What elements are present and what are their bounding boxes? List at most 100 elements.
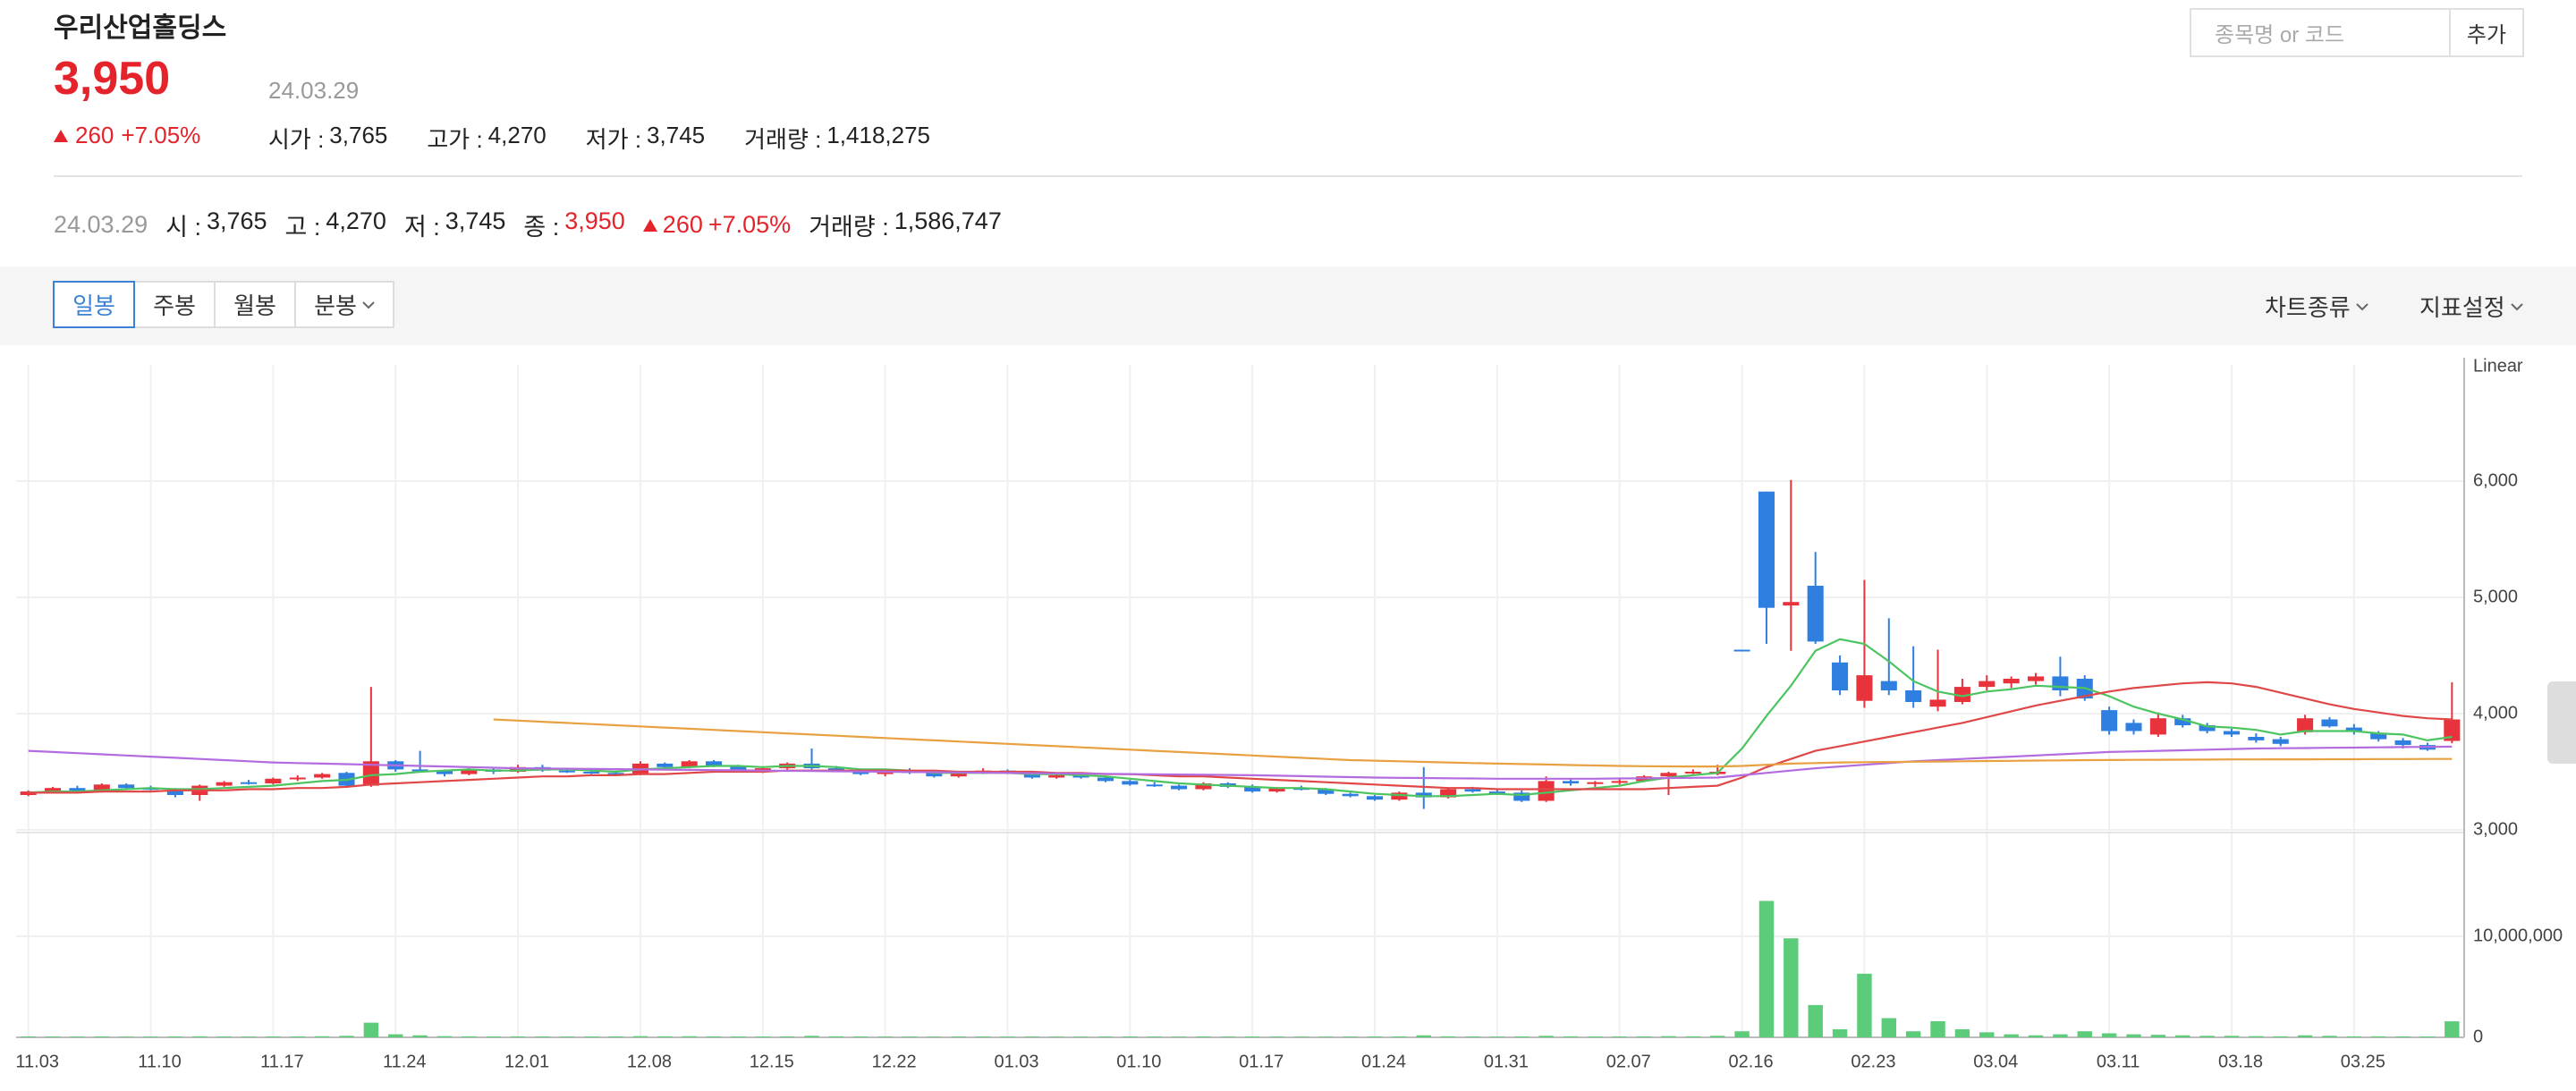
candle-body bbox=[436, 770, 453, 774]
candle-body bbox=[1979, 681, 1996, 688]
candle-body bbox=[1783, 602, 1800, 606]
candle-body bbox=[1953, 687, 1970, 702]
volume-bar bbox=[2028, 1035, 2044, 1037]
search-box: 종목명 or 코드 추가 bbox=[2190, 8, 2524, 57]
volume-bar bbox=[877, 1036, 893, 1037]
candle-body bbox=[681, 761, 698, 767]
y-tick-label: 3,000 bbox=[2473, 819, 2518, 839]
volume-bar bbox=[1049, 1036, 1064, 1037]
tab[interactable]: 일봉 bbox=[53, 281, 135, 328]
stat-value: 4,270 bbox=[487, 122, 547, 148]
menu[interactable]: 지표설정 bbox=[2419, 290, 2523, 323]
candle-body bbox=[1318, 789, 1335, 794]
x-tick-label: 12.08 bbox=[627, 1052, 672, 1071]
volume-bar bbox=[2370, 1036, 2386, 1037]
summary-item: 거래량 :1,586,747 bbox=[809, 207, 1002, 242]
candle-body bbox=[827, 768, 844, 771]
x-tick-label: 01.10 bbox=[1116, 1052, 1161, 1071]
candle-body bbox=[1513, 792, 1530, 801]
volume-bar bbox=[2273, 1036, 2288, 1037]
volume-bar bbox=[1881, 1018, 1897, 1037]
volume-bar bbox=[1097, 1036, 1114, 1037]
volume-bar bbox=[510, 1036, 526, 1037]
candle-body bbox=[2174, 718, 2191, 725]
x-tick-label: 03.25 bbox=[2341, 1052, 2385, 1071]
tab[interactable]: 분봉 bbox=[294, 281, 394, 328]
summary-value: 1,586,747 bbox=[894, 207, 1002, 234]
candle-body bbox=[2101, 710, 2118, 732]
volume-bar bbox=[1636, 1036, 1652, 1037]
tab[interactable]: 주봉 bbox=[133, 281, 216, 328]
volume-bar bbox=[1196, 1036, 1211, 1037]
volume-bar bbox=[2004, 1034, 2019, 1037]
summary-label: 고 : bbox=[284, 214, 321, 241]
candle-body bbox=[118, 784, 135, 789]
volume-bar bbox=[1465, 1036, 1480, 1037]
summary-label: 저 : bbox=[403, 214, 440, 241]
menu[interactable]: 차트종류 bbox=[2265, 290, 2368, 323]
volume-bar bbox=[1538, 1036, 1554, 1037]
search-input[interactable]: 종목명 or 코드 bbox=[2215, 23, 2345, 47]
volume-bar bbox=[1979, 1032, 1995, 1037]
stat-label: 거래량 : bbox=[744, 126, 822, 153]
candle-body bbox=[730, 765, 747, 771]
volume-bar bbox=[632, 1036, 648, 1037]
candle-body bbox=[950, 773, 967, 777]
volume-bar bbox=[1440, 1036, 1456, 1037]
chevron bbox=[362, 300, 375, 309]
volume-bar bbox=[1857, 973, 1872, 1037]
volume-bar bbox=[1024, 1036, 1040, 1037]
volume-bar bbox=[2346, 1036, 2362, 1037]
volume-bar bbox=[1244, 1036, 1260, 1037]
candle-body bbox=[583, 772, 600, 774]
x-tick-label: 01.24 bbox=[1361, 1052, 1406, 1071]
volume-bar bbox=[2077, 1031, 2092, 1037]
volume-bar bbox=[2199, 1036, 2215, 1037]
volume-bar bbox=[1343, 1036, 1358, 1037]
chevron bbox=[2510, 302, 2523, 310]
volume-bar bbox=[192, 1036, 208, 1037]
volume-bar bbox=[1367, 1036, 1383, 1037]
volume-bar bbox=[118, 1036, 134, 1037]
candle-body bbox=[461, 769, 478, 774]
x-tick-label: 12.15 bbox=[750, 1052, 794, 1071]
candle-body bbox=[1122, 781, 1139, 785]
candle-body bbox=[1367, 796, 1384, 800]
side-handle[interactable] bbox=[2547, 681, 2576, 764]
volume-bar bbox=[290, 1036, 305, 1037]
volume-bar bbox=[45, 1036, 61, 1037]
volume-bar bbox=[1147, 1036, 1162, 1037]
volume-bar bbox=[559, 1036, 575, 1037]
toolbar bbox=[0, 266, 2576, 345]
volume-bar bbox=[706, 1036, 722, 1037]
volume-bar bbox=[2101, 1033, 2117, 1037]
candle-body bbox=[166, 789, 183, 795]
candle-body bbox=[2297, 718, 2314, 732]
candle-body bbox=[1562, 781, 1580, 783]
add-button[interactable]: 추가 bbox=[2449, 10, 2522, 55]
summary-item: 종 :3,950 bbox=[523, 207, 624, 242]
candle-body bbox=[411, 769, 428, 772]
volume-bar bbox=[2126, 1034, 2141, 1037]
volume-bar bbox=[1563, 1036, 1579, 1037]
candle-body bbox=[1391, 792, 1408, 800]
ma-line bbox=[28, 745, 2453, 780]
volume-bar bbox=[2419, 1036, 2436, 1037]
candle-body bbox=[2444, 719, 2461, 741]
candle-body bbox=[2223, 731, 2241, 735]
volume-bar bbox=[388, 1034, 403, 1037]
x-tick-label: 03.11 bbox=[2097, 1052, 2140, 1071]
candle-body bbox=[1758, 491, 1775, 608]
candle-body bbox=[1464, 789, 1481, 792]
volume-bar bbox=[1685, 1036, 1701, 1037]
candle-body bbox=[1488, 791, 1505, 794]
tab[interactable]: 월봉 bbox=[214, 281, 296, 328]
candle-body bbox=[1538, 781, 1555, 801]
x-tick-label: 01.03 bbox=[994, 1052, 1038, 1071]
change-value: 260 bbox=[662, 211, 703, 238]
stat: 고가 :4,270 bbox=[427, 122, 546, 155]
x-tick-label: 02.23 bbox=[1851, 1052, 1895, 1071]
ma-line bbox=[28, 638, 2453, 798]
change-value: 260 bbox=[75, 122, 114, 148]
volume-bar bbox=[1220, 1036, 1236, 1037]
